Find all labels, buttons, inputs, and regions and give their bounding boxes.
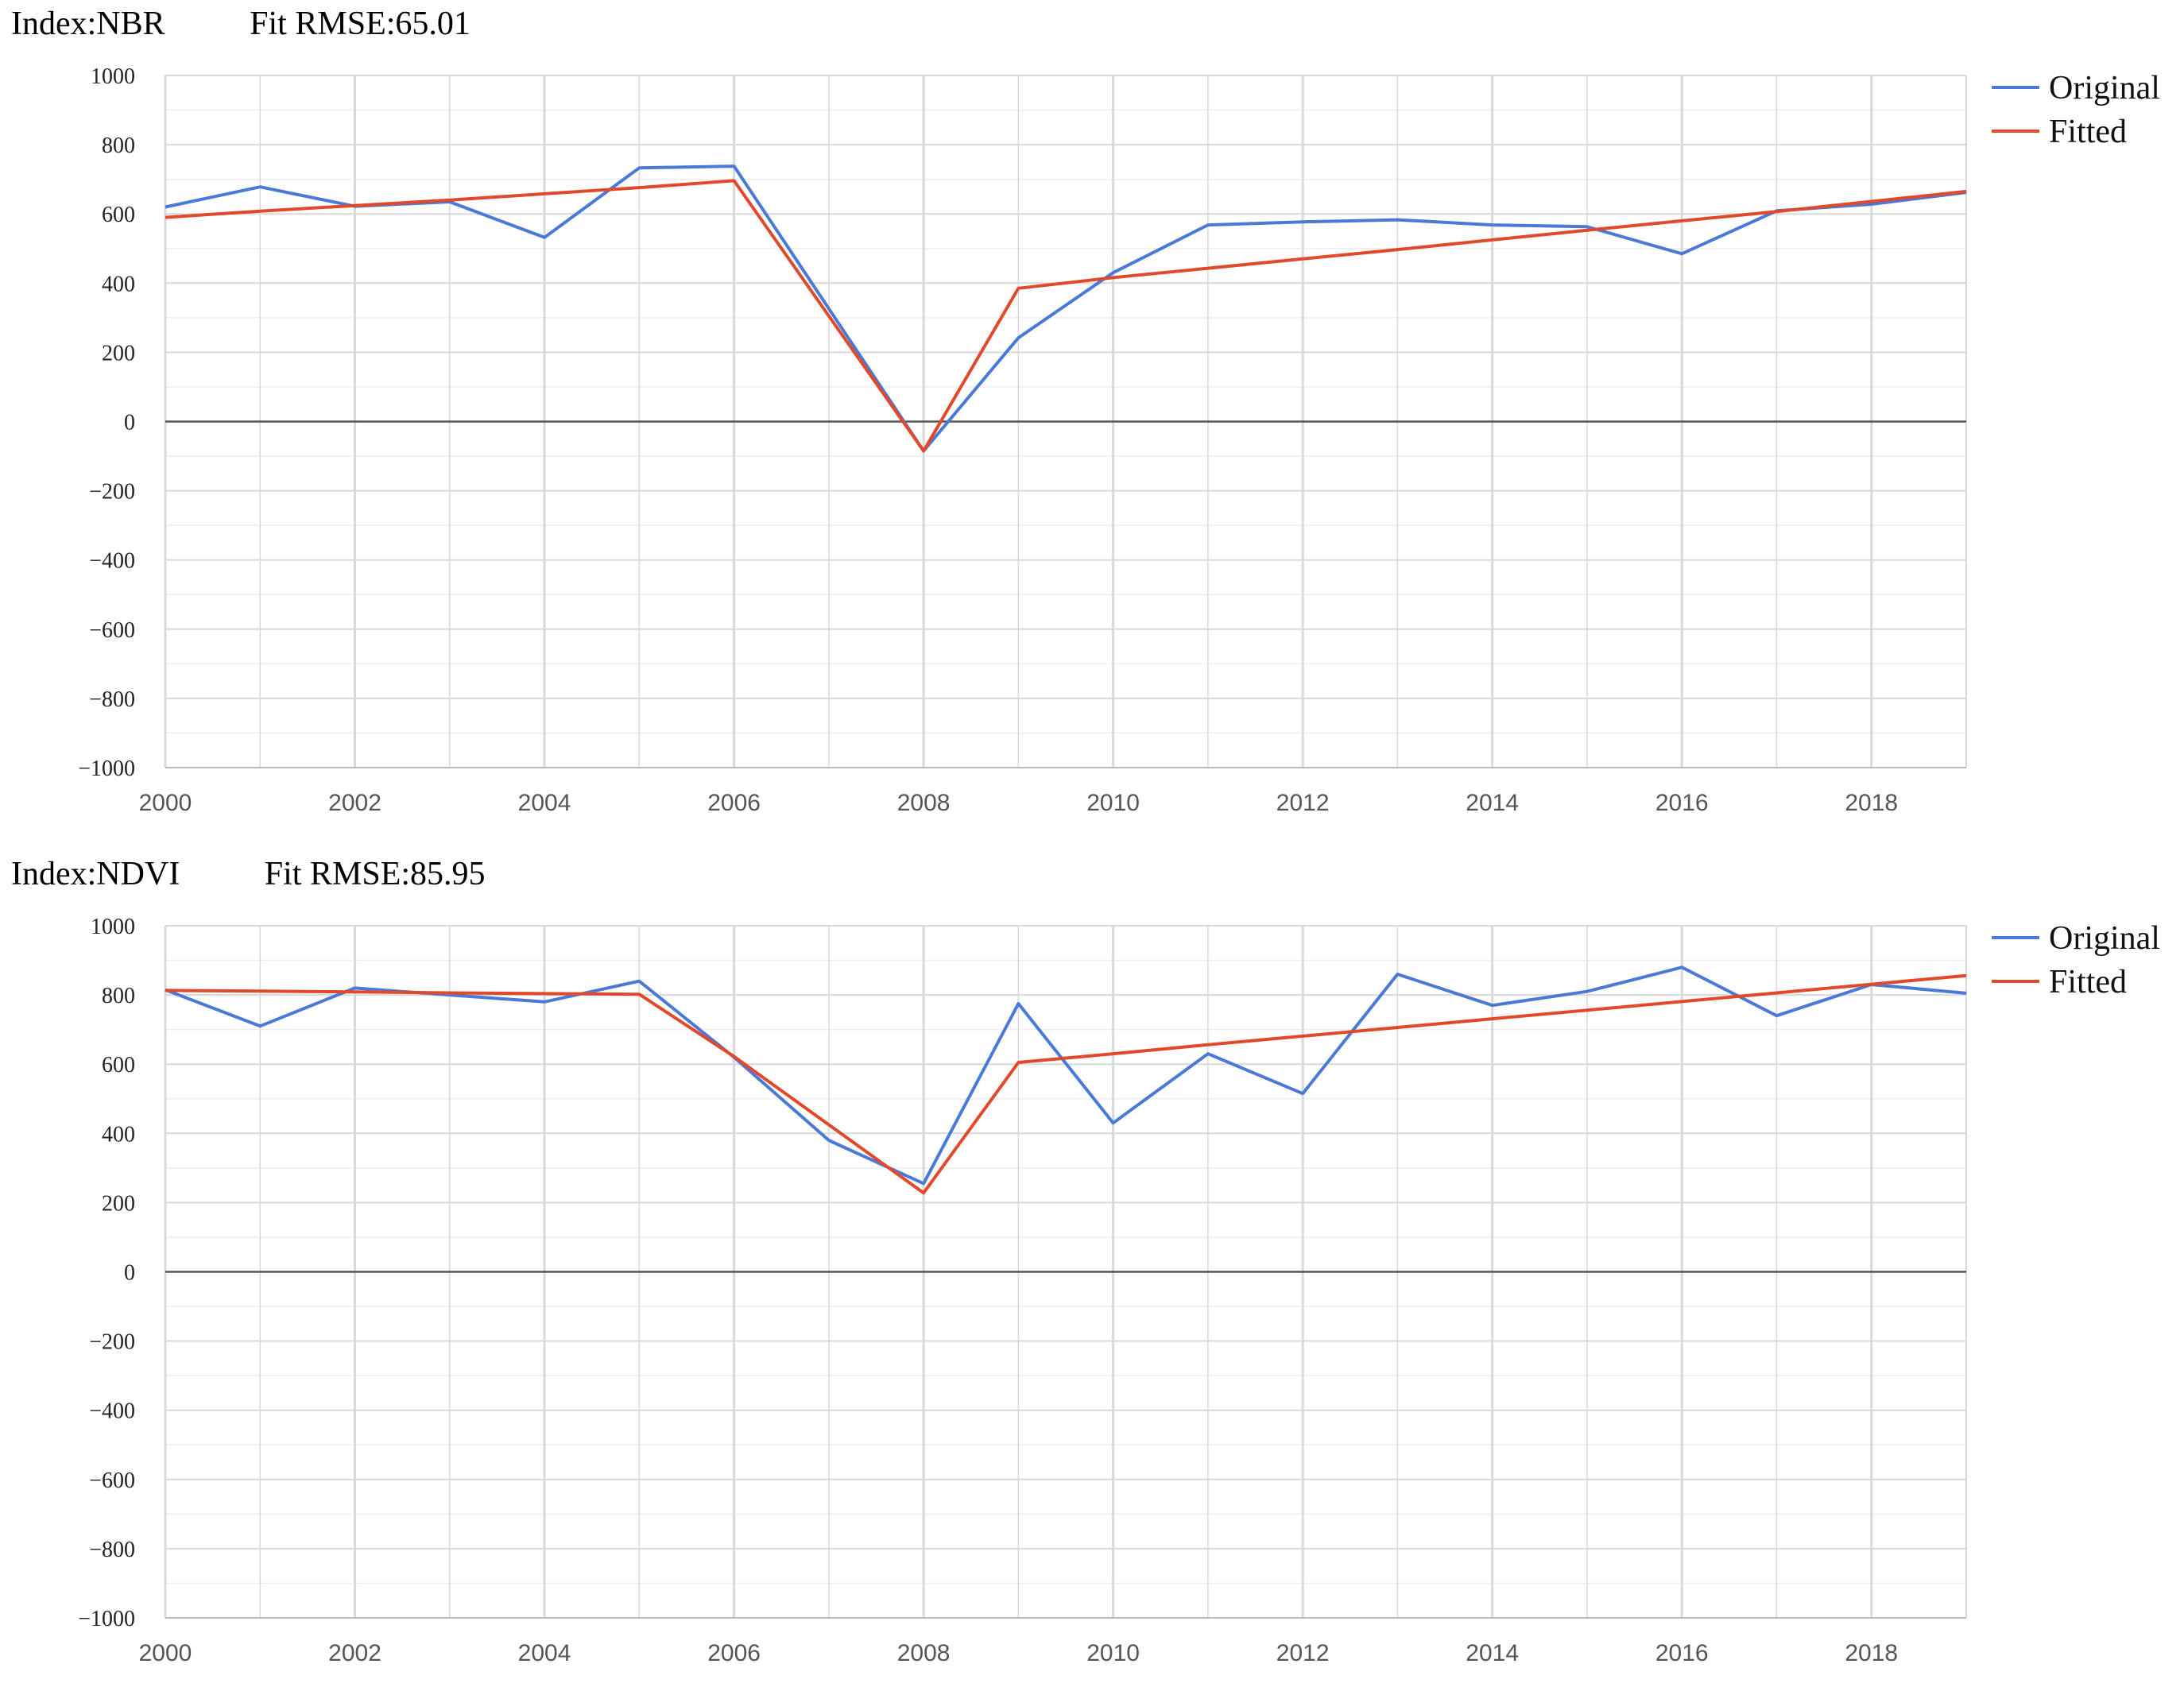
y-tick-label: 800 [102,984,135,1008]
x-tick-label: 2004 [518,790,571,816]
index-label: Index:NBR [11,6,165,42]
x-tick-label: 2010 [1086,1640,1140,1666]
x-tick-label: 2002 [328,1640,381,1666]
x-tick-label: 2018 [1845,790,1898,816]
y-tick-label: −400 [89,1399,135,1424]
legend-label-fitted: Fitted [2049,114,2127,150]
rmse-label: Fit RMSE:85.95 [264,856,486,892]
legend-label-original: Original [2049,920,2160,957]
series-line-fitted [165,973,1967,1195]
legend-label-fitted: Fitted [2049,964,2127,1000]
y-tick-label: 400 [102,1122,135,1147]
y-tick-label: 0 [124,1261,135,1286]
rmse-label: Fit RMSE:65.01 [250,6,470,42]
y-tick-label: 800 [102,133,135,158]
y-tick-label: 600 [102,1053,135,1078]
chart-panel-nbr: Index:NBR Fit RMSE:65.01 1000 800 600 400 20… [0,0,2184,837]
x-tick-label: 2012 [1276,790,1330,816]
x-tick-label: 2006 [707,1640,761,1666]
x-tick-label: 2008 [897,790,951,816]
y-tick-label: −200 [89,1330,135,1355]
y-tick-label: 600 [102,203,135,227]
y-tick-label: −600 [89,618,135,643]
chart-panel-ndvi: Index:NDVI Fit RMSE:85.95 1000 800 600 400 2… [0,850,2184,1687]
series-line-fitted [165,179,1967,453]
x-tick-label: 2008 [897,1640,951,1666]
chart-header: Index:NBR Fit RMSE:65.01 [11,5,470,56]
x-tick-label: 2014 [1466,1640,1519,1666]
nbr-line-chart: 10008006004002000−200−400−600−800−100020… [78,64,2160,816]
legend-label-original: Original [2049,70,2160,106]
y-tick-label: −400 [89,549,135,574]
y-tick-label: −1000 [78,756,135,781]
x-tick-label: 2006 [707,790,761,816]
x-tick-label: 2012 [1276,1640,1330,1666]
y-tick-label: −200 [89,480,135,505]
x-tick-label: 2002 [328,790,381,816]
y-tick-label: 200 [102,1191,135,1216]
index-label: Index:NDVI [11,856,180,892]
chart-header: Index:NDVI Fit RMSE:85.95 [11,855,486,906]
x-tick-label: 2014 [1466,790,1519,816]
x-tick-label: 2016 [1655,790,1709,816]
series-line-original [165,164,1967,453]
ndvi-line-chart: 10008006004002000−200−400−600−800−100020… [78,915,2160,1666]
y-tick-label: 200 [102,341,135,366]
y-tick-label: 400 [102,272,135,296]
series-line-original [165,965,1967,1186]
y-tick-label: 1000 [91,915,135,939]
x-tick-label: 2000 [139,1640,192,1666]
x-tick-label: 2016 [1655,1640,1709,1666]
y-tick-label: −800 [89,687,135,712]
y-tick-label: 0 [124,411,135,435]
y-tick-label: −1000 [78,1607,135,1631]
y-tick-label: 1000 [91,64,135,89]
x-tick-label: 2018 [1845,1640,1898,1666]
y-tick-label: −600 [89,1468,135,1493]
y-tick-label: −800 [89,1538,135,1562]
x-tick-label: 2004 [518,1640,571,1666]
x-tick-label: 2010 [1086,790,1140,816]
x-tick-label: 2000 [139,790,192,816]
